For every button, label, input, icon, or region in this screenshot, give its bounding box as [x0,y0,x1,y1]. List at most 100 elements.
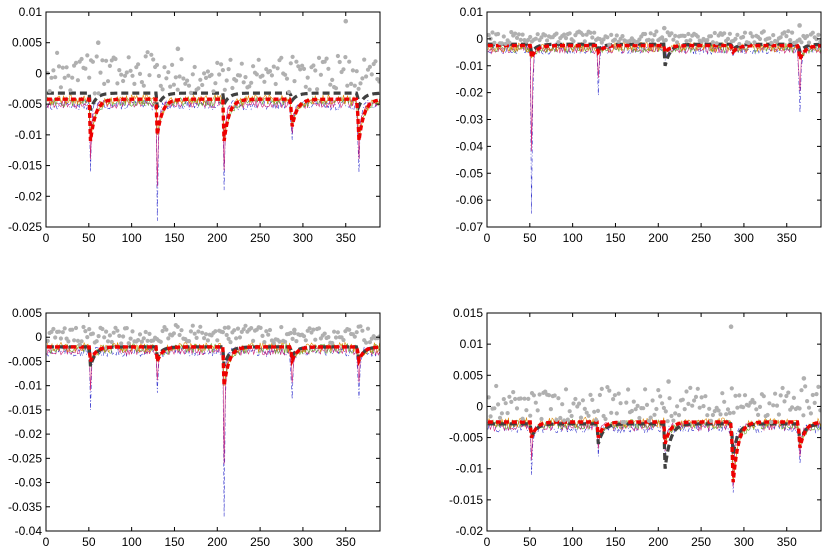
scatter-point [128,336,133,341]
scatter-point [537,392,542,397]
thin-series-line [46,344,380,465]
scatter-point [141,336,146,341]
y-tick-label: -0.02 [456,524,484,538]
scatter-point [533,400,538,405]
scatter-point [710,412,716,418]
scatter-point [352,334,357,339]
scatter-point [341,337,346,343]
scatter-point [784,34,789,39]
scatter-point [588,30,593,35]
scatter-point [741,34,746,40]
scatter-point [124,70,129,75]
scatter-point [757,404,763,409]
scatter-point [307,87,312,92]
y-tick-label: -0.015 [8,403,42,417]
scatter-point [92,91,97,96]
scatter-point [196,329,201,334]
scatter-point [686,31,691,37]
scatter-point [701,404,706,409]
scatter-point [177,332,182,338]
scatter-point [94,339,99,344]
scatter-point [87,327,92,332]
scatter-point [347,327,352,332]
scatter-point [563,387,569,392]
scatter-point [277,339,282,344]
scatter-point [580,32,586,38]
x-tick-label: 250 [250,535,270,548]
y-tick-label: -0.005 [8,354,42,368]
scatter-point [260,73,265,78]
scatter-point [115,81,120,86]
scatter-point [661,405,667,411]
scatter-point [686,401,691,406]
scatter-point [556,396,561,401]
thin-series-line [487,42,821,152]
scatter-point [699,395,704,400]
scatter-point [622,420,627,425]
scatter-point [780,385,785,391]
scatter-point [143,54,148,59]
scatter-point [652,32,657,38]
scatter-point [192,64,197,70]
scatter-point [722,399,727,404]
scatter-point [151,57,156,62]
scatter-point [733,36,738,42]
scatter-point [609,32,614,38]
scatter-point [565,417,570,422]
scatter-point [158,339,163,344]
scatter-point [746,403,751,408]
x-tick-label: 0 [43,535,50,548]
scatter-point [778,35,783,40]
scatter-point [707,406,712,411]
scatter-point [356,86,361,91]
scatter-point [646,418,652,423]
scatter-point [501,397,506,402]
scatter-point [742,393,748,398]
scatter-point [373,59,378,64]
scatter-point [543,389,548,394]
y-tick-label: 0.005 [12,36,42,50]
scatter-point [337,59,342,65]
scatter-point [637,415,642,421]
scatter-point [56,329,62,334]
scatter-point [799,40,804,45]
scatter-point [128,68,133,73]
x-tick-label: 300 [293,231,313,245]
axes-frame [45,312,381,532]
scatter-point [137,71,143,76]
scatter-point [518,396,523,401]
scatter-point [616,391,621,396]
scatter-point [705,413,710,418]
y-tick-label: -0.03 [456,113,484,127]
scatter-point [507,40,512,45]
scatter-point [607,388,612,393]
scatter-point [501,34,506,39]
x-tick-label: 350 [336,535,356,548]
scatter-point [690,403,695,408]
scatter-point [599,386,604,391]
scatter-point [671,418,676,423]
scatter-point [513,396,518,402]
y-tick-label: -0.015 [449,493,483,507]
scatter-point [705,38,710,43]
scatter-point [311,327,316,332]
scatter-point [249,326,254,331]
scatter-point [362,57,367,62]
scatter-point [107,333,112,338]
scatter-point [618,401,623,406]
scatter-point [326,66,331,71]
scatter-point [349,81,354,86]
scatter-point [343,18,349,24]
scatter-point [288,61,293,66]
scatter-point [684,39,689,44]
scatter-point [765,412,770,418]
scatter-point [47,89,52,94]
scatter-point [53,75,58,80]
scatter-point [680,397,685,402]
scatter-point [614,411,619,416]
scatter-point [663,409,668,414]
scatter-point [773,391,778,396]
scatter-point [560,402,565,407]
scatter-point [190,72,195,77]
red-dashed-series-line [46,97,380,142]
